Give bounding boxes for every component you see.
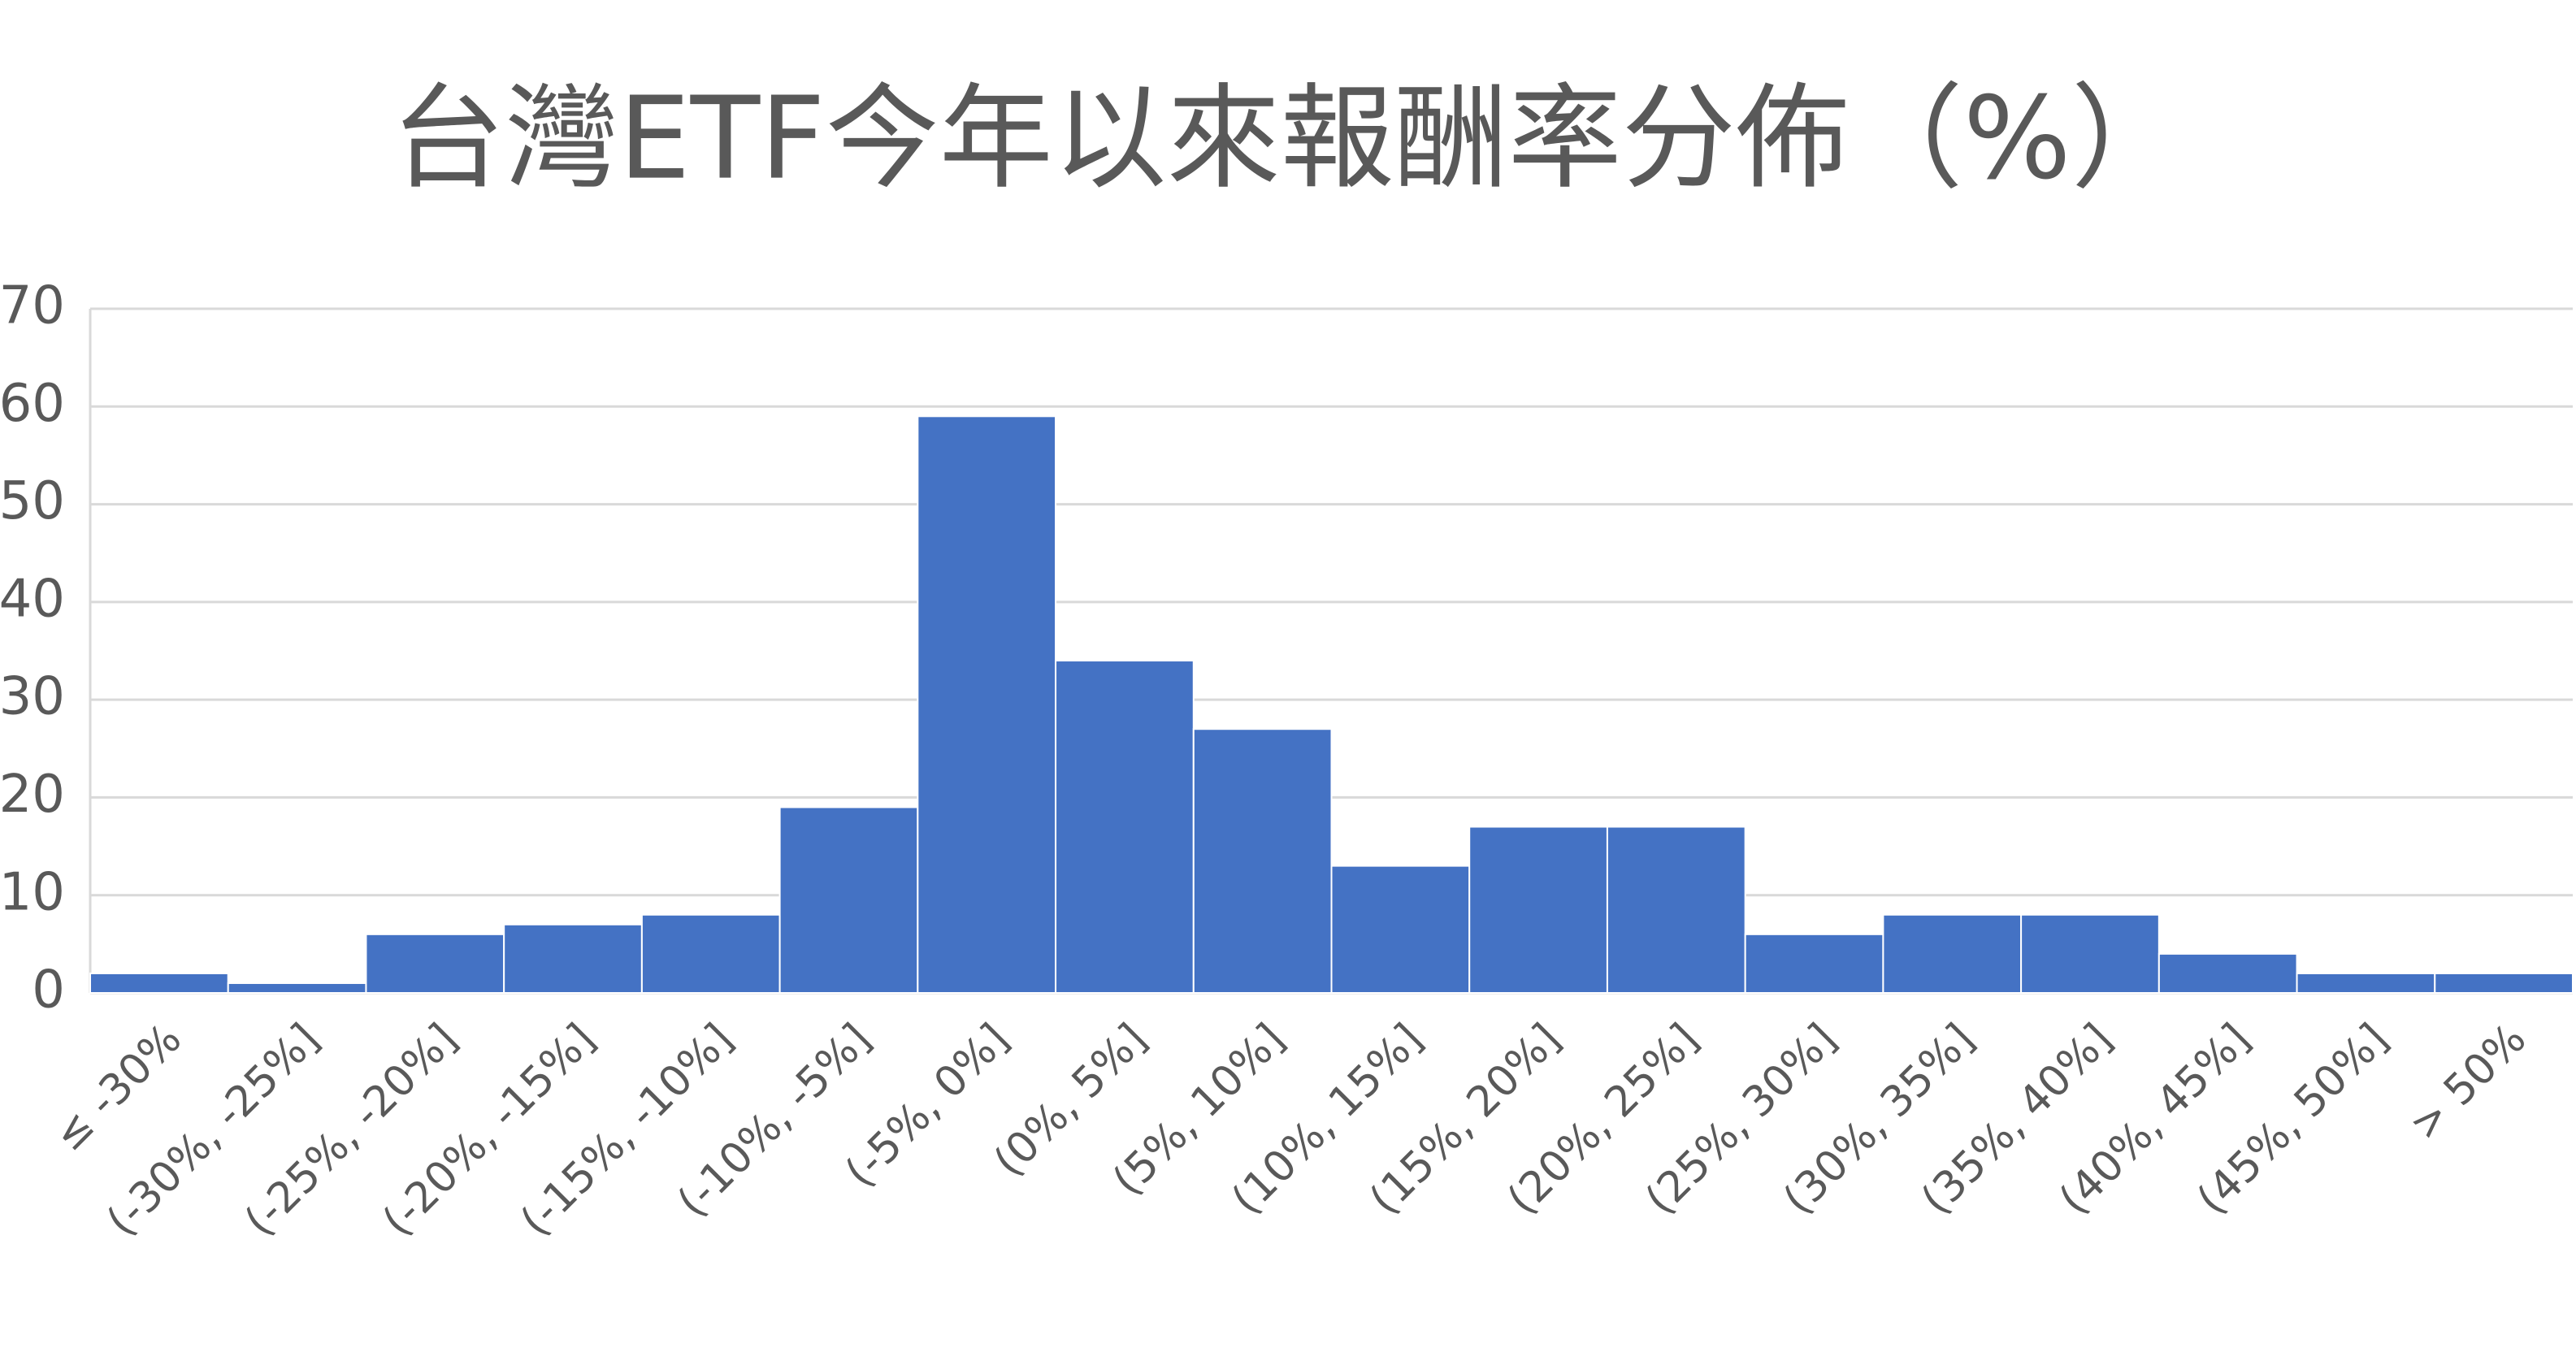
bar bbox=[1192, 728, 1333, 994]
bar bbox=[640, 913, 781, 995]
bar bbox=[89, 972, 229, 995]
y-tick-label: 10 bbox=[0, 862, 65, 922]
bar bbox=[1882, 913, 2023, 995]
bar bbox=[778, 806, 919, 995]
bar bbox=[917, 415, 1057, 994]
bar bbox=[2296, 972, 2436, 995]
bar bbox=[1744, 933, 1884, 995]
chart-title: 台灣ETF今年以來報酬率分佈（%） bbox=[391, 73, 2185, 206]
y-tick-label: 70 bbox=[0, 276, 65, 336]
y-tick-label: 30 bbox=[0, 667, 65, 727]
y-tick-label: 40 bbox=[0, 569, 65, 629]
bar bbox=[2434, 972, 2574, 995]
bar bbox=[1055, 660, 1195, 994]
bar bbox=[1330, 865, 1471, 994]
bar bbox=[1468, 826, 1608, 994]
bar bbox=[1606, 826, 1746, 994]
bar bbox=[365, 933, 505, 995]
x-tick-label: > 50% bbox=[2400, 1015, 2536, 1151]
bar bbox=[2158, 952, 2298, 995]
y-tick-label: 50 bbox=[0, 471, 65, 531]
y-tick-label: 60 bbox=[0, 374, 65, 434]
bar bbox=[503, 923, 643, 995]
bar bbox=[227, 982, 367, 995]
y-tick-label: 0 bbox=[32, 960, 65, 1021]
y-tick-label: 20 bbox=[0, 765, 65, 825]
bar bbox=[2020, 913, 2160, 995]
